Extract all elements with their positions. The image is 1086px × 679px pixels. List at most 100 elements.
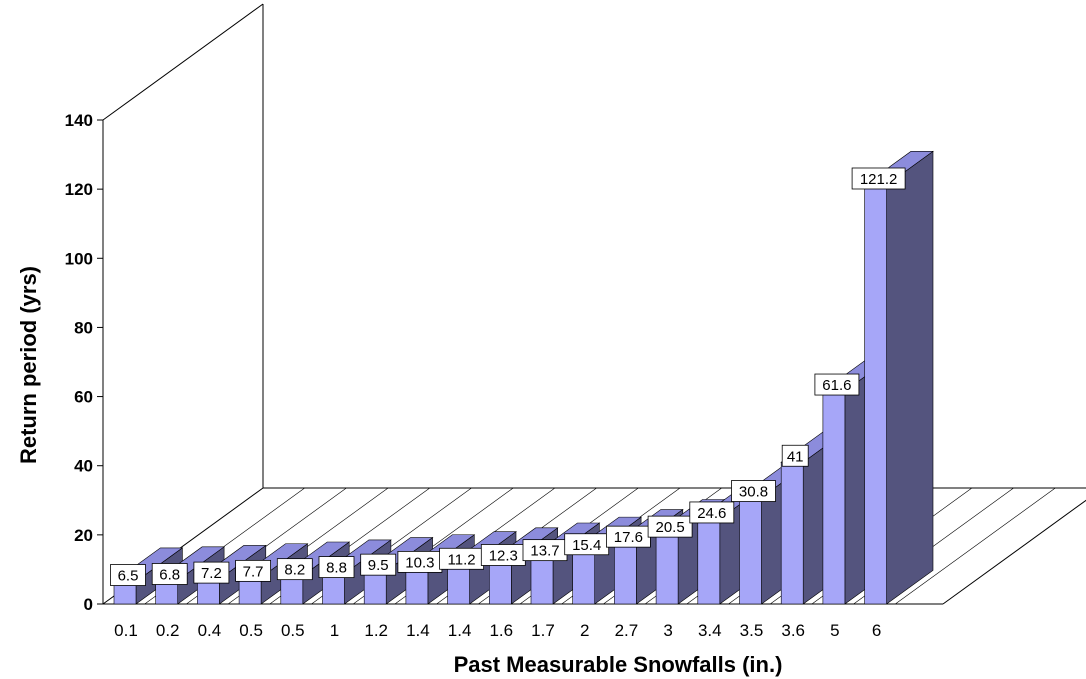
data-label-box bbox=[814, 373, 860, 396]
data-label-text: 7.2 bbox=[201, 565, 222, 582]
data-label: 15.4 bbox=[564, 533, 610, 556]
x-tick-label: 6 bbox=[872, 621, 881, 640]
bar-front bbox=[363, 570, 387, 605]
x-tick-label: 1.6 bbox=[489, 621, 513, 640]
data-label-text: 30.8 bbox=[739, 484, 768, 501]
data-label: 61.6 bbox=[814, 373, 860, 396]
y-tick-label: 20 bbox=[74, 526, 93, 545]
data-label-box bbox=[781, 444, 809, 467]
x-tick-label: 1 bbox=[330, 621, 339, 640]
left-wall-top-edge bbox=[102, 3, 264, 121]
y-tick-label: 0 bbox=[84, 595, 93, 614]
data-label-text: 7.7 bbox=[243, 563, 264, 580]
x-axis-title: Past Measurable Snowfalls (in.) bbox=[454, 652, 783, 677]
data-label-text: 15.4 bbox=[572, 537, 601, 554]
data-label-text: 10.3 bbox=[405, 554, 434, 571]
data-label: 7.7 bbox=[235, 559, 272, 582]
data-label-box bbox=[318, 556, 355, 578]
data-label: 30.8 bbox=[731, 480, 776, 502]
data-label-text: 24.6 bbox=[697, 505, 726, 522]
data-label-box bbox=[193, 561, 230, 584]
data-label: 11.2 bbox=[439, 547, 485, 570]
data-label-text: 17.6 bbox=[614, 529, 643, 546]
bar-front bbox=[572, 550, 596, 605]
bar-front bbox=[655, 532, 679, 605]
data-label-text: 6.8 bbox=[159, 566, 180, 583]
bar-front bbox=[405, 568, 429, 605]
data-label-text: 61.6 bbox=[822, 377, 851, 394]
data-label-text: 13.7 bbox=[530, 543, 559, 560]
data-label: 20.5 bbox=[647, 515, 693, 538]
data-label-box bbox=[689, 501, 735, 524]
x-tick-label: 5 bbox=[830, 621, 839, 640]
bar-front bbox=[697, 518, 721, 605]
data-label-text: 41 bbox=[787, 448, 804, 465]
bar-front bbox=[614, 542, 637, 605]
data-label: 12.3 bbox=[480, 544, 526, 566]
x-tick-label: 2 bbox=[580, 621, 589, 640]
x-tick-label: 3.5 bbox=[740, 621, 764, 640]
data-label-box bbox=[360, 553, 397, 576]
data-label-box bbox=[731, 480, 776, 502]
bar-front bbox=[864, 184, 887, 605]
y-axis-title: Return period (yrs) bbox=[16, 266, 41, 464]
x-axis: 0.1 0.2 0.4 0.5 0.5 1 1.2 1.4 1.4 1.6 1.7 2 2.7 3 3.4 3… bbox=[114, 621, 881, 640]
chart-walls bbox=[102, 3, 1086, 605]
y-tick-label: 140 bbox=[65, 111, 93, 130]
data-label: 17.6 bbox=[606, 525, 651, 548]
data-label-box bbox=[110, 564, 146, 586]
x-tick-label: 0.2 bbox=[156, 621, 180, 640]
data-label: 13.7 bbox=[522, 539, 568, 562]
data-label: 9.5 bbox=[360, 553, 397, 576]
bar-front bbox=[739, 497, 762, 605]
bar-front bbox=[322, 573, 345, 605]
x-tick-label: 1.2 bbox=[364, 621, 388, 640]
bar-side bbox=[886, 150, 934, 605]
x-tick-label: 1.7 bbox=[531, 621, 555, 640]
data-label-text: 6.5 bbox=[118, 568, 139, 585]
x-tick-label: 3.6 bbox=[781, 621, 805, 640]
data-label-box bbox=[851, 167, 906, 190]
data-label-box bbox=[647, 515, 693, 538]
data-label: 121.2 bbox=[851, 167, 906, 190]
bar-front bbox=[530, 556, 554, 605]
x-tick-label: 2.7 bbox=[615, 621, 639, 640]
data-label-text: 121.2 bbox=[860, 171, 898, 188]
x-tick-label: 0.1 bbox=[114, 621, 138, 640]
data-label-text: 9.5 bbox=[368, 557, 389, 574]
bar-front bbox=[822, 390, 846, 605]
bar-front bbox=[488, 561, 512, 605]
data-label: 41 bbox=[781, 444, 809, 467]
data-label: 6.5 bbox=[110, 564, 146, 586]
data-label: 24.6 bbox=[689, 501, 735, 524]
y-axis: 0 20 40 60 80 100 120 140 bbox=[65, 111, 103, 614]
x-tick-label: 0.4 bbox=[198, 621, 222, 640]
y-tick-label: 40 bbox=[74, 457, 93, 476]
data-label-text: 8.8 bbox=[326, 560, 347, 577]
y-tick-label: 80 bbox=[74, 318, 93, 337]
data-label: 6.8 bbox=[151, 563, 188, 585]
data-label: 10.3 bbox=[397, 550, 443, 573]
floor-right-edge bbox=[942, 499, 1086, 605]
bar bbox=[863, 150, 934, 605]
x-tick-label: 1.4 bbox=[406, 621, 430, 640]
data-label-box bbox=[276, 558, 313, 581]
data-label-text: 11.2 bbox=[448, 551, 476, 568]
data-label-text: 20.5 bbox=[655, 519, 684, 536]
x-tick-label: 1.4 bbox=[448, 621, 472, 640]
x-tick-label: 0.5 bbox=[239, 621, 263, 640]
data-label: 8.8 bbox=[318, 556, 355, 578]
x-tick-label: 0.5 bbox=[281, 621, 305, 640]
bar-front bbox=[780, 461, 804, 605]
y-tick-label: 100 bbox=[65, 249, 93, 268]
x-tick-label: 3.4 bbox=[698, 621, 722, 640]
data-label-text: 8.2 bbox=[284, 562, 305, 579]
y-tick-label: 60 bbox=[74, 388, 93, 407]
data-label-text: 12.3 bbox=[489, 547, 518, 564]
y-tick-label: 120 bbox=[65, 180, 93, 199]
data-label: 8.2 bbox=[276, 558, 313, 581]
bar-front bbox=[447, 564, 470, 605]
floor-grid-line bbox=[895, 487, 1056, 605]
data-label-box bbox=[151, 563, 188, 585]
